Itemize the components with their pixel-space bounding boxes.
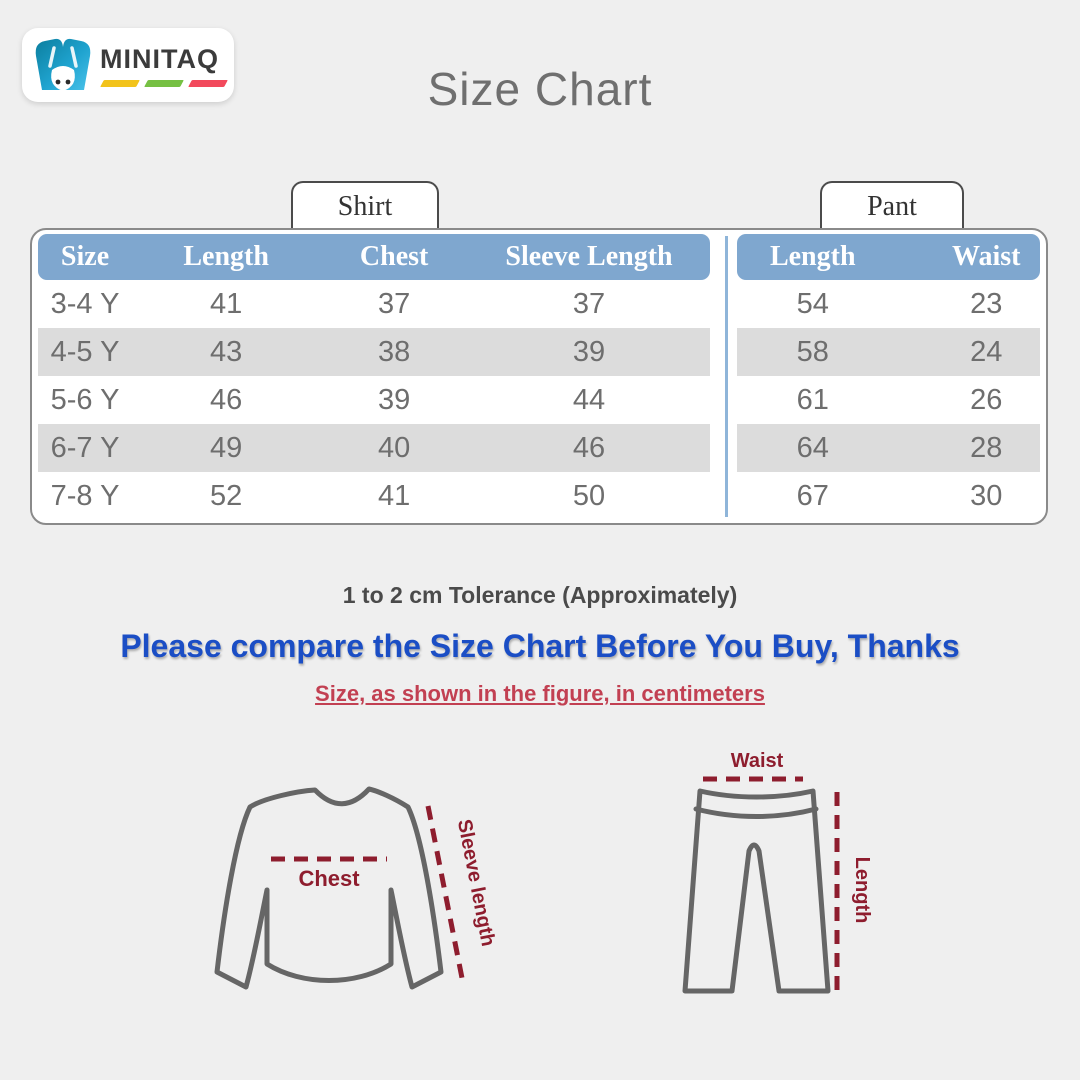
table-row: 61 26 <box>737 376 1040 424</box>
column-header-size: Size <box>60 241 110 272</box>
table-cell: 39 <box>572 335 606 368</box>
table-cell: 4-5 Y <box>50 335 120 368</box>
tab-pant-label: Pant <box>867 190 917 222</box>
table-cell: 54 <box>796 287 829 320</box>
column-header-chest: Chest <box>359 241 429 272</box>
tab-shirt: Shirt <box>291 181 439 230</box>
table-row: 67 30 <box>737 472 1040 520</box>
column-header-length: Length <box>769 241 856 272</box>
shirt-measurement-diagram: Chest Sleeve length <box>214 786 499 990</box>
table-cell: 61 <box>796 383 829 416</box>
table-row: 54 23 <box>737 280 1040 328</box>
table-cell: 50 <box>572 479 606 512</box>
compare-note: Please compare the Size Chart Before You… <box>120 628 960 664</box>
table-cell: 5-6 Y <box>50 383 120 416</box>
table-cell: 52 <box>210 479 243 512</box>
table-cell: 26 <box>970 383 1003 416</box>
table-cell: 40 <box>378 431 411 464</box>
table-row: 3-4 Y 41 37 37 <box>38 280 710 328</box>
table-row: 5-6 Y 46 39 44 <box>38 376 710 424</box>
table-cell: 64 <box>796 431 829 464</box>
length-label: Length <box>851 857 873 924</box>
units-note: Size, as shown in the figure, in centime… <box>315 681 765 706</box>
table-cell: 6-7 Y <box>50 431 120 464</box>
table-cell: 58 <box>796 335 829 368</box>
table-cell: 37 <box>572 287 606 320</box>
column-header-sleeve-length: Sleeve Length <box>505 241 673 272</box>
table-cell: 39 <box>378 383 411 416</box>
pant-waistband <box>693 806 819 819</box>
logo: MINITAQ <box>22 28 234 102</box>
column-header-waist: Waist <box>952 241 1021 272</box>
table-cell: 24 <box>970 335 1003 368</box>
table-cell: 38 <box>378 335 411 368</box>
chest-label: Chest <box>298 866 360 891</box>
table-cell: 28 <box>970 431 1003 464</box>
page-title: Size Chart <box>427 63 653 115</box>
tab-shirt-label: Shirt <box>337 190 393 222</box>
shirt-outline <box>214 786 444 990</box>
table-cell: 46 <box>210 383 243 416</box>
table-cell: 49 <box>210 431 243 464</box>
table-row: 6-7 Y 49 40 46 <box>38 424 710 472</box>
bunny-m-icon <box>35 38 91 91</box>
table-row: 4-5 Y 43 38 39 <box>38 328 710 376</box>
shirt-table: Size Length Chest Sleeve Length 3-4 Y 41… <box>38 234 710 520</box>
table-cell: 46 <box>572 431 606 464</box>
brand-wordmark: MINITAQ <box>100 43 219 74</box>
waist-label: Waist <box>731 750 784 772</box>
table-cell: 23 <box>970 287 1003 320</box>
table-cell: 67 <box>796 479 829 512</box>
table-cell: 41 <box>210 287 243 320</box>
table-cell: 7-8 Y <box>50 479 120 512</box>
sleeve-length-label: Sleeve length <box>453 817 499 948</box>
table-row: 7-8 Y 52 41 50 <box>38 472 710 520</box>
pant-table-header: Length Waist <box>737 234 1040 280</box>
shirt-table-header: Size Length Chest Sleeve Length <box>38 234 710 280</box>
table-cell: 41 <box>378 479 411 512</box>
table-cell: 44 <box>572 383 606 416</box>
table-cell: 30 <box>970 479 1003 512</box>
column-header-length: Length <box>183 241 269 272</box>
pant-measurement-diagram: Waist Length <box>682 750 873 994</box>
tab-pant: Pant <box>820 181 964 230</box>
table-row: 64 28 <box>737 424 1040 472</box>
tolerance-note: 1 to 2 cm Tolerance (Approximately) <box>342 582 738 608</box>
table-row: 58 24 <box>737 328 1040 376</box>
pant-outline <box>682 788 831 994</box>
sleeve-measure-line <box>425 805 465 979</box>
pant-table: Length Waist 54 23 58 24 61 26 64 28 67 … <box>737 234 1040 520</box>
table-cell: 43 <box>210 335 243 368</box>
table-cell: 3-4 Y <box>50 287 120 320</box>
table-cell: 37 <box>378 287 411 320</box>
table-divider <box>725 236 728 517</box>
